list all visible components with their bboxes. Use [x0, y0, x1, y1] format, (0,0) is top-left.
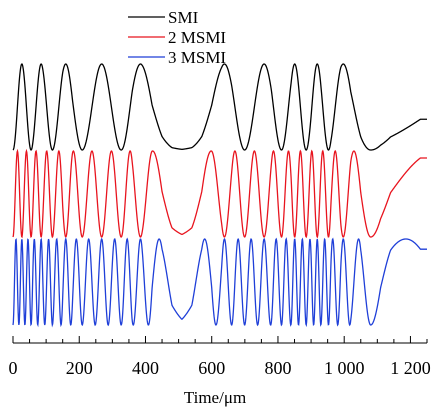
x-axis-tick-labels: 0 200 400 600 800 1 000 1 200 — [9, 358, 431, 378]
x-axis-label: Time/μm — [184, 388, 246, 407]
legend: SMI 2 MSMI 3 MSMI — [128, 8, 226, 67]
x-tick-label: 400 — [132, 358, 159, 378]
x-tick-label: 1 200 — [390, 358, 431, 378]
x-tick-label: 0 — [9, 358, 18, 378]
series-line-smi — [12, 63, 427, 151]
legend-label-3msmi: 3 MSMI — [168, 48, 226, 67]
x-tick-label: 600 — [198, 358, 225, 378]
x-axis: 0 200 400 600 800 1 000 1 200 Time/μm — [9, 336, 431, 407]
legend-label-smi: SMI — [168, 8, 199, 27]
x-tick-label: 1 000 — [324, 358, 365, 378]
x-tick-label: 200 — [66, 358, 93, 378]
series-line-2msmi — [12, 148, 427, 239]
x-axis-ticks — [12, 336, 428, 343]
plot-area — [12, 63, 427, 328]
x-tick-label: 800 — [264, 358, 291, 378]
legend-label-2msmi: 2 MSMI — [168, 28, 226, 47]
series-line-3msmi — [12, 237, 427, 328]
